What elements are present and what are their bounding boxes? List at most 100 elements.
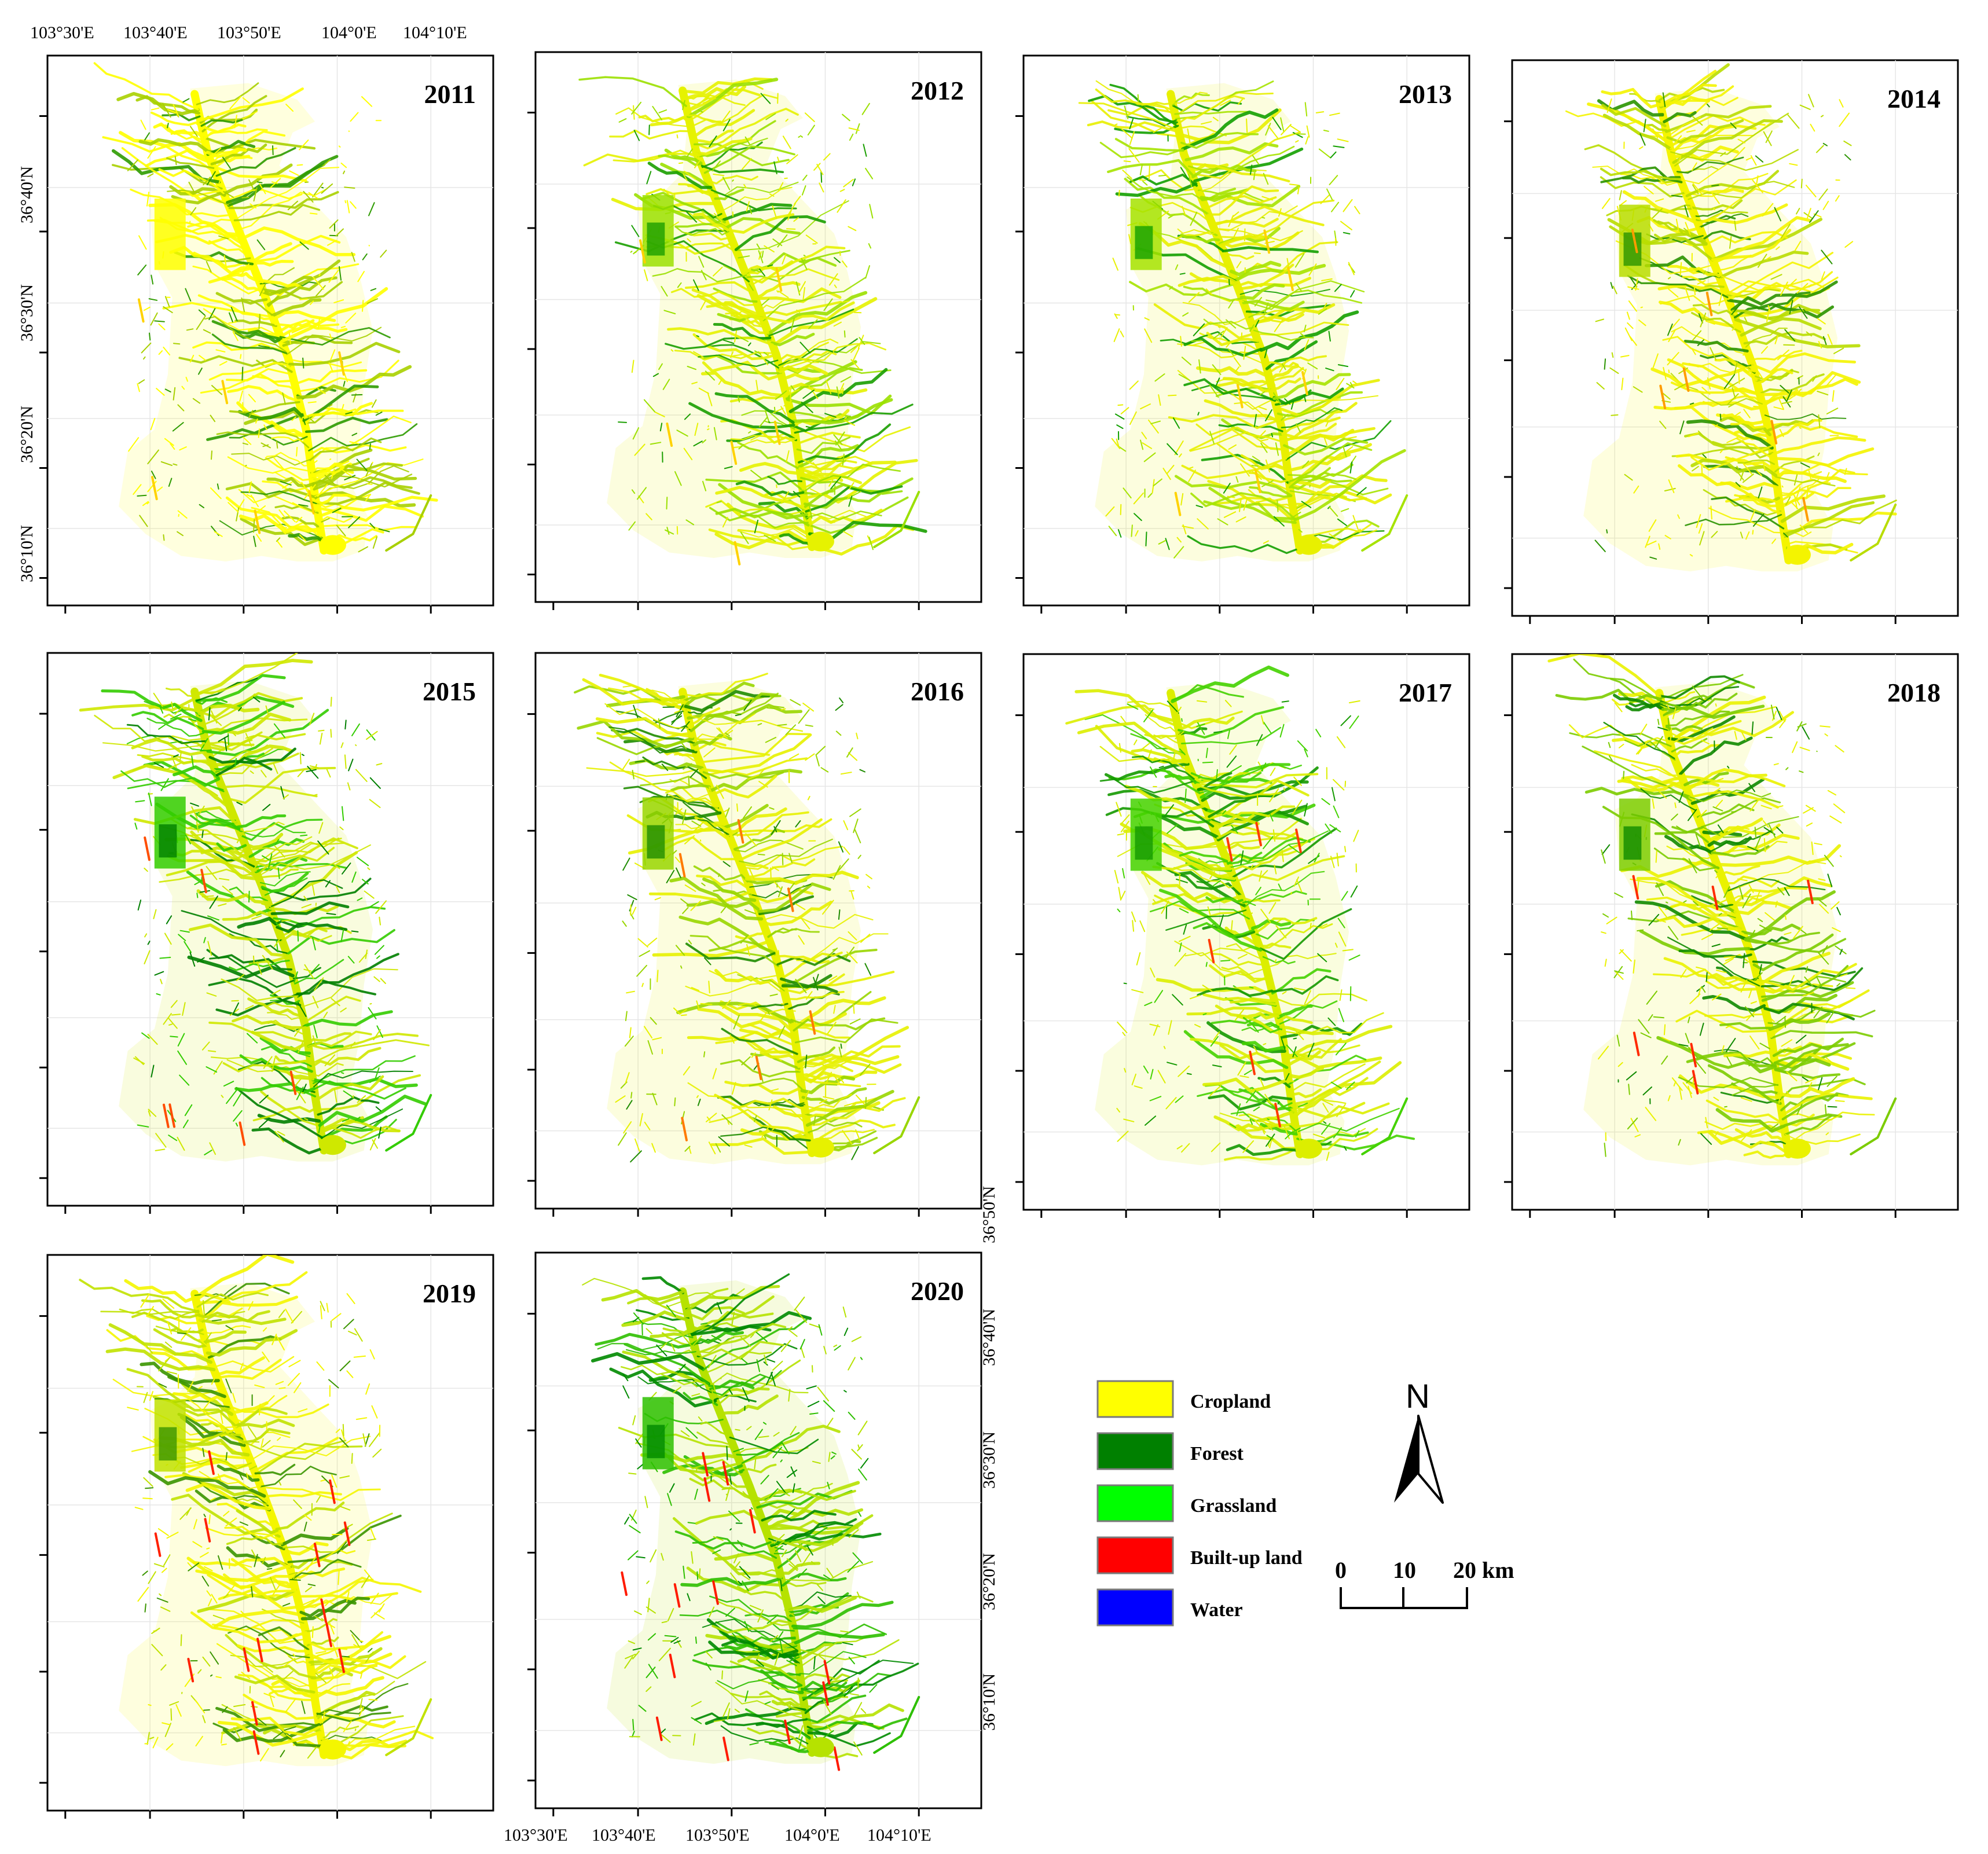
stream-segment xyxy=(720,903,729,913)
tributary xyxy=(799,1651,867,1675)
tributary xyxy=(1219,234,1265,247)
tributary xyxy=(793,1017,886,1031)
tributary xyxy=(1271,377,1301,391)
built-up-streak xyxy=(151,476,158,501)
stream-segment xyxy=(676,867,681,879)
stream-segment xyxy=(851,1449,862,1460)
stream-segment xyxy=(629,1525,641,1533)
stream-segment xyxy=(228,502,239,513)
tributary xyxy=(739,1028,797,1040)
axis-ticks xyxy=(1015,115,1408,614)
stream-segment xyxy=(724,466,733,469)
stream-segment xyxy=(785,119,788,122)
tributary xyxy=(724,301,765,321)
stream-segment xyxy=(666,1305,676,1317)
built-up-streak xyxy=(252,1730,260,1755)
north-arrow-right-half-icon xyxy=(1417,1415,1444,1504)
stream-segment xyxy=(294,1382,302,1393)
tributary xyxy=(709,500,808,522)
stream-segment xyxy=(1166,465,1175,475)
stream-segment xyxy=(735,1561,740,1567)
stream-segment xyxy=(1117,529,1122,538)
tributary xyxy=(698,733,811,763)
stream-segment xyxy=(1674,383,1686,391)
stream-segment xyxy=(1653,1016,1664,1019)
stream-segment xyxy=(860,934,871,943)
stream-segment xyxy=(1303,324,1307,332)
stream-segment xyxy=(1698,313,1703,324)
tributary xyxy=(1257,1076,1291,1088)
stream-segment xyxy=(702,99,713,104)
built-up-streak xyxy=(1659,384,1666,409)
stream-segment xyxy=(776,1481,787,1495)
stream-segment xyxy=(1818,1077,1823,1091)
tributary xyxy=(1744,890,1836,941)
stream-segment xyxy=(316,1496,321,1503)
stream-segment xyxy=(848,752,858,761)
stream-segment xyxy=(293,1499,302,1509)
stream-segment xyxy=(765,737,777,743)
tributary xyxy=(300,968,398,1008)
stream-segment xyxy=(811,1561,816,1565)
stream-segment xyxy=(1249,1117,1259,1122)
tributary xyxy=(751,1099,805,1107)
stream-segment xyxy=(224,737,228,751)
stream-segment xyxy=(837,199,846,213)
stream-segment xyxy=(1117,833,1125,836)
stream-segment xyxy=(733,311,742,317)
stream-segment xyxy=(1765,912,1776,921)
stream-segment xyxy=(1628,300,1637,312)
stream-segment xyxy=(1711,184,1719,187)
tributary xyxy=(792,1026,850,1039)
stream-segment xyxy=(805,425,813,429)
tributary xyxy=(586,767,703,777)
built-up-streak xyxy=(749,1508,756,1534)
stream-segment xyxy=(796,309,801,313)
tributary xyxy=(208,266,255,284)
stream-segment xyxy=(1279,724,1285,738)
stream-segment xyxy=(1802,726,1810,740)
stream-segment xyxy=(1346,1081,1355,1091)
stream-segment xyxy=(1349,715,1359,729)
stream-segment xyxy=(1707,377,1711,390)
tributary xyxy=(310,1039,430,1065)
tributary xyxy=(240,818,323,841)
stream-segment xyxy=(1822,336,1827,346)
tributary xyxy=(319,1118,401,1133)
stream-segment xyxy=(702,439,706,443)
stream-segment xyxy=(1230,920,1233,932)
stream-segment xyxy=(740,337,749,342)
map-panel-2011: 2011 xyxy=(39,54,494,614)
tributary xyxy=(294,369,368,386)
tributary xyxy=(752,883,812,899)
tributary xyxy=(1757,952,1831,987)
stream-segment xyxy=(184,941,192,953)
stream-segment xyxy=(340,1007,347,1013)
tributary xyxy=(578,76,687,107)
tributary xyxy=(222,911,275,921)
stream-segment xyxy=(362,300,364,312)
stream-segment xyxy=(828,273,838,286)
tributary xyxy=(1221,817,1302,850)
stream-segment xyxy=(232,732,236,736)
stream-segment xyxy=(1303,394,1307,402)
stream-segment xyxy=(200,1552,209,1558)
graticule xyxy=(535,1253,981,1808)
tributary xyxy=(714,530,813,549)
stream-segment xyxy=(1635,746,1644,755)
stream-segment xyxy=(683,1565,685,1579)
tributary xyxy=(1668,695,1766,744)
stream-segment xyxy=(173,343,181,345)
stream-segment xyxy=(1180,167,1189,179)
stream-segment xyxy=(840,1043,842,1049)
stream-segment xyxy=(835,730,842,736)
stream-segment xyxy=(284,510,296,523)
tributary xyxy=(1196,366,1271,379)
stream-segment xyxy=(735,714,742,717)
stream-segment xyxy=(1315,111,1325,113)
tributary xyxy=(102,136,217,174)
stream-segment xyxy=(842,453,845,466)
stream-segment xyxy=(1304,990,1311,1005)
tributary xyxy=(195,812,240,831)
stream-segment xyxy=(751,1507,753,1510)
